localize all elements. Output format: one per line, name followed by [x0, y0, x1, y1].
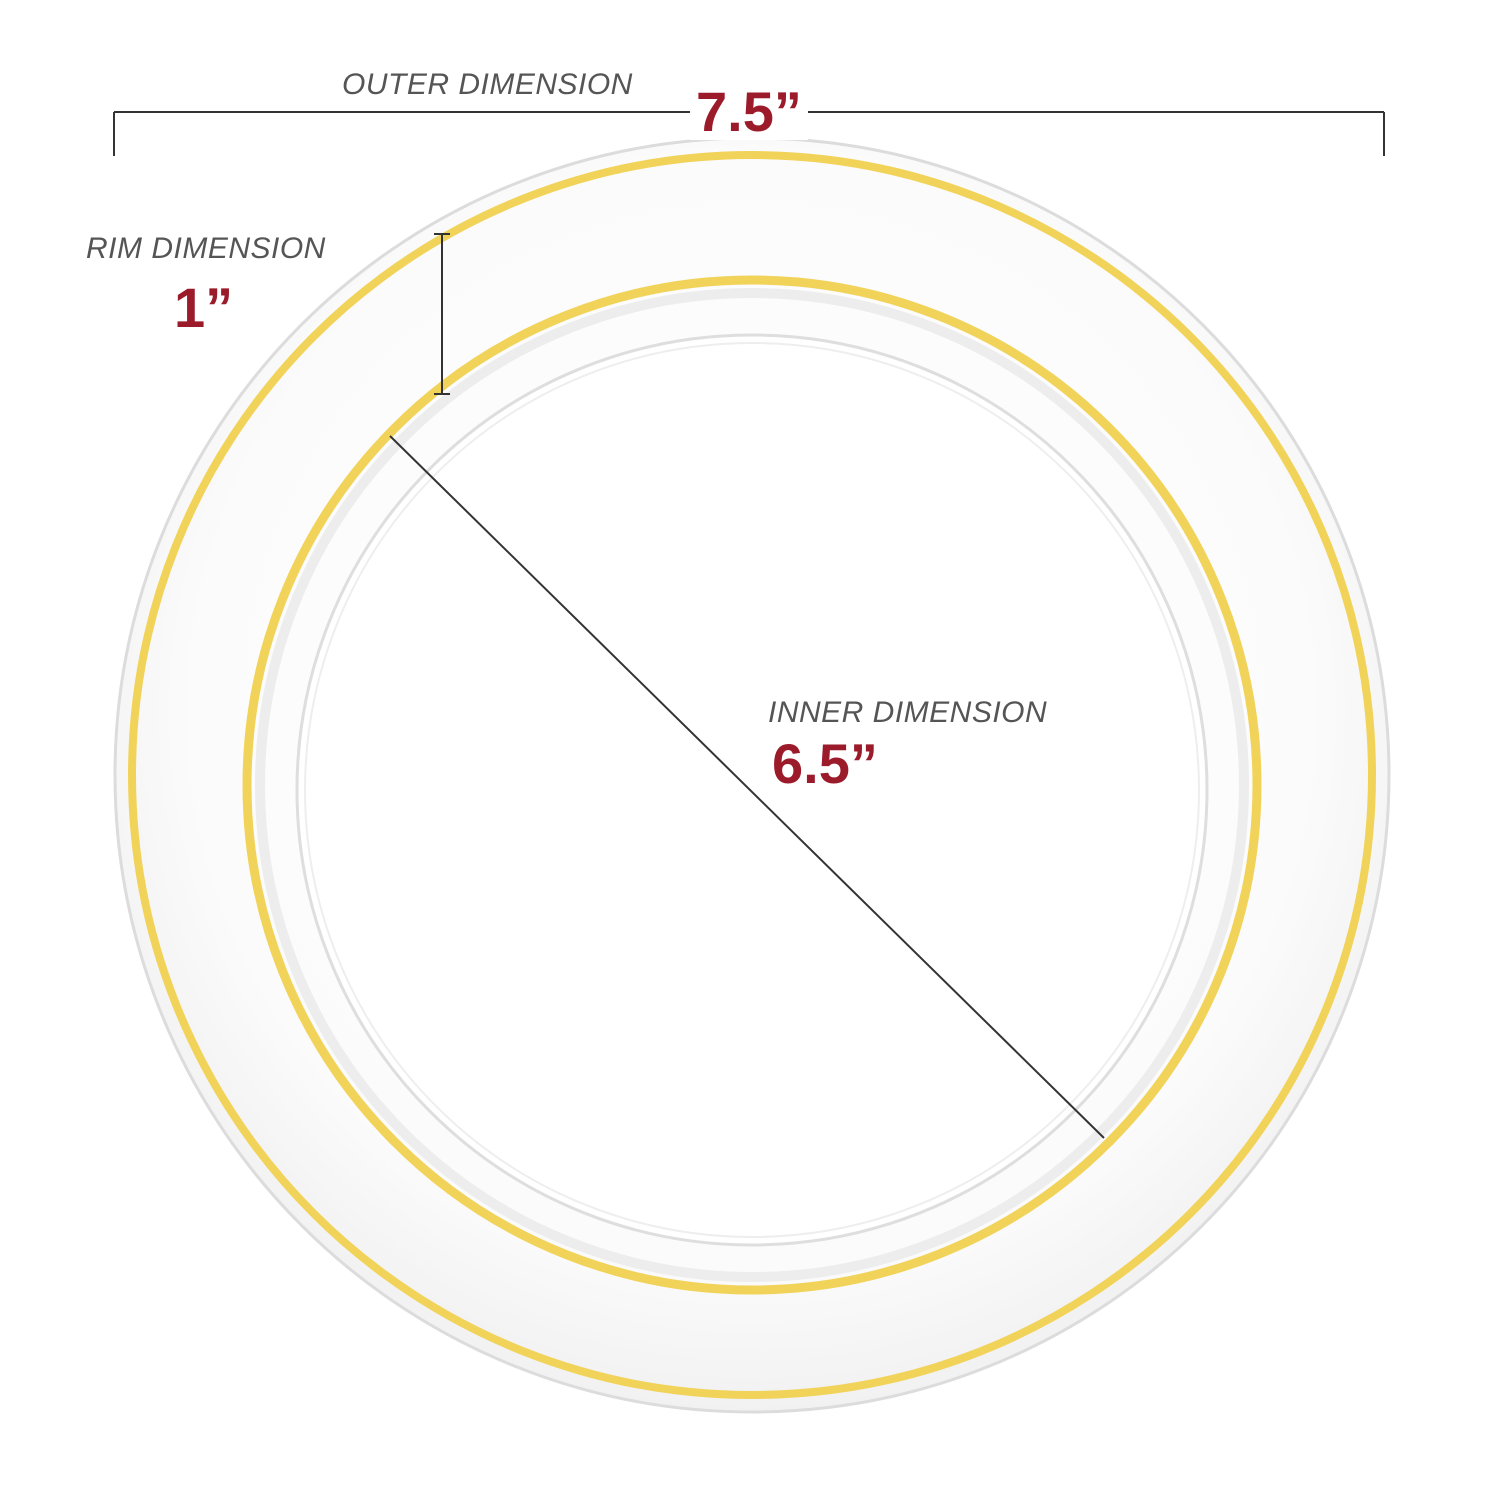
- inner-gold-band: [242, 275, 1262, 1295]
- rim-dimension-value: 1”: [174, 276, 234, 339]
- plate-well-ring: [295, 333, 1209, 1247]
- inner-dimension-line: [389, 435, 1105, 1139]
- plate-well-shadow: [255, 288, 1249, 1282]
- outer-dimension-value: 7.5”: [690, 84, 808, 140]
- outer-gold-band: [128, 151, 1376, 1399]
- rim-dimension-marker: [434, 233, 450, 395]
- inner-dimension-title: INNER DIMENSION: [768, 696, 1048, 729]
- rim-dimension-title: RIM DIMENSION: [86, 232, 326, 265]
- plate-well-ring-highlight: [304, 342, 1200, 1238]
- inner-dimension-value: 6.5”: [772, 732, 878, 795]
- outer-dimension-title: OUTER DIMENSION: [342, 68, 633, 101]
